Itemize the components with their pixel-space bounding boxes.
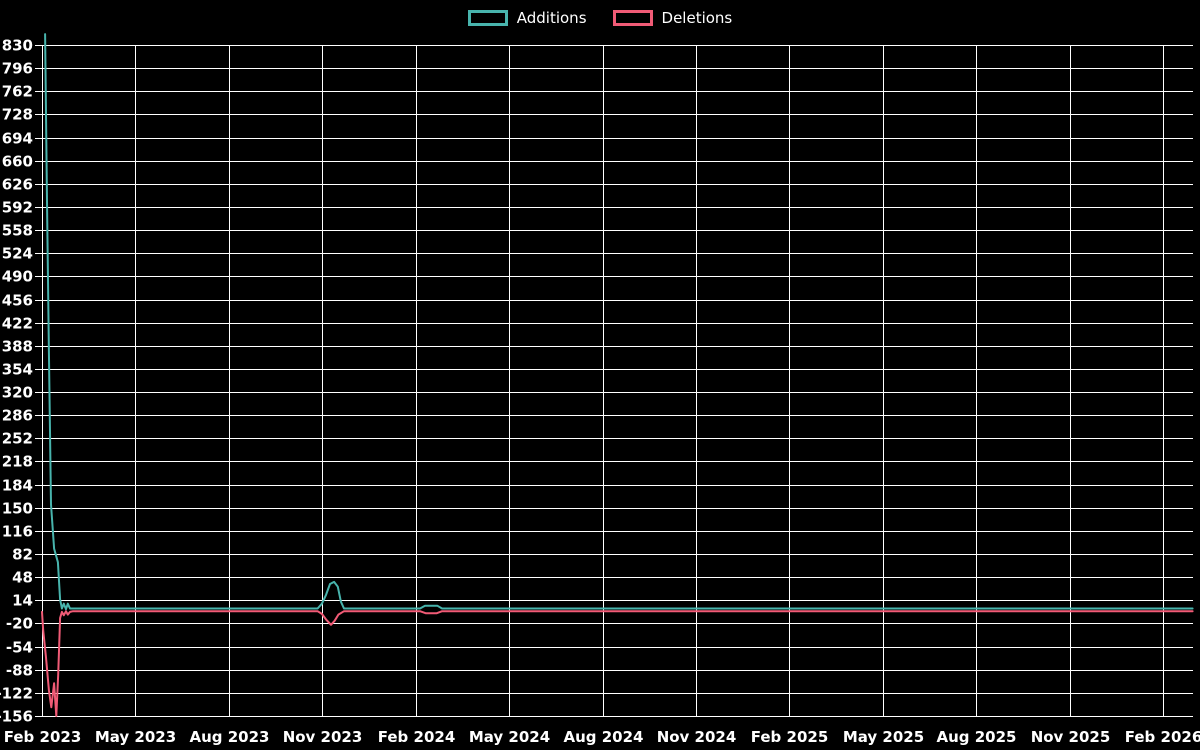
y-tick-label: 796 <box>2 60 33 78</box>
y-tick-label: 456 <box>2 292 33 310</box>
y-tick-label: 184 <box>2 477 33 495</box>
series-line-deletions <box>41 610 1194 717</box>
y-tick-label: 490 <box>2 268 33 286</box>
legend-label-additions: Additions <box>516 9 587 27</box>
x-tick-label: Feb 2026 <box>1125 728 1200 746</box>
x-tick-label: Feb 2024 <box>378 728 456 746</box>
y-tick-label: 82 <box>12 546 33 564</box>
y-tick-label: 388 <box>2 338 33 356</box>
y-tick-label: -54 <box>6 639 33 657</box>
y-tick-label: -156 <box>0 708 33 726</box>
y-tick-label: 762 <box>2 83 33 101</box>
y-tick-label: 694 <box>2 130 33 148</box>
x-tick-label: May 2025 <box>843 728 924 746</box>
y-tick-label: 116 <box>2 523 33 541</box>
y-tick-label: 48 <box>12 569 33 587</box>
x-tick-label: Nov 2024 <box>657 728 737 746</box>
x-tick-label: Nov 2023 <box>283 728 363 746</box>
y-tick-label: 354 <box>2 361 33 379</box>
y-tick-label: 592 <box>2 199 33 217</box>
series-line-additions <box>44 33 1194 611</box>
legend-item-additions[interactable]: Additions <box>467 9 587 27</box>
y-tick-label: 558 <box>2 222 33 240</box>
y-tick-label: 14 <box>12 592 33 610</box>
x-tick-label: Feb 2025 <box>751 728 829 746</box>
x-tick-label: May 2023 <box>95 728 176 746</box>
x-tick-label: Aug 2024 <box>564 728 644 746</box>
deletions-swatch <box>612 10 653 26</box>
y-tick-label: 150 <box>2 500 33 518</box>
y-tick-label: 830 <box>2 37 33 55</box>
y-tick-label: 218 <box>2 453 33 471</box>
x-tick-label: Feb 2023 <box>4 728 82 746</box>
x-tick-label: Aug 2025 <box>937 728 1017 746</box>
x-tick-label: May 2024 <box>469 728 550 746</box>
legend: Additions Deletions <box>0 9 1200 27</box>
y-tick-label: 286 <box>2 407 33 425</box>
x-tick-label: Aug 2023 <box>190 728 270 746</box>
x-tick-label: Nov 2025 <box>1031 728 1111 746</box>
y-tick-label: -20 <box>6 615 33 633</box>
y-tick-label: 524 <box>2 245 33 263</box>
legend-item-deletions[interactable]: Deletions <box>612 9 733 27</box>
y-tick-label: -122 <box>0 685 33 703</box>
y-tick-label: -88 <box>6 662 33 680</box>
y-tick-label: 422 <box>2 315 33 333</box>
y-tick-label: 320 <box>2 384 33 402</box>
additions-swatch <box>467 10 508 26</box>
y-tick-label: 660 <box>2 153 33 171</box>
legend-label-deletions: Deletions <box>661 9 733 27</box>
y-tick-label: 252 <box>2 430 33 448</box>
y-tick-label: 728 <box>2 106 33 124</box>
y-tick-label: 626 <box>2 176 33 194</box>
